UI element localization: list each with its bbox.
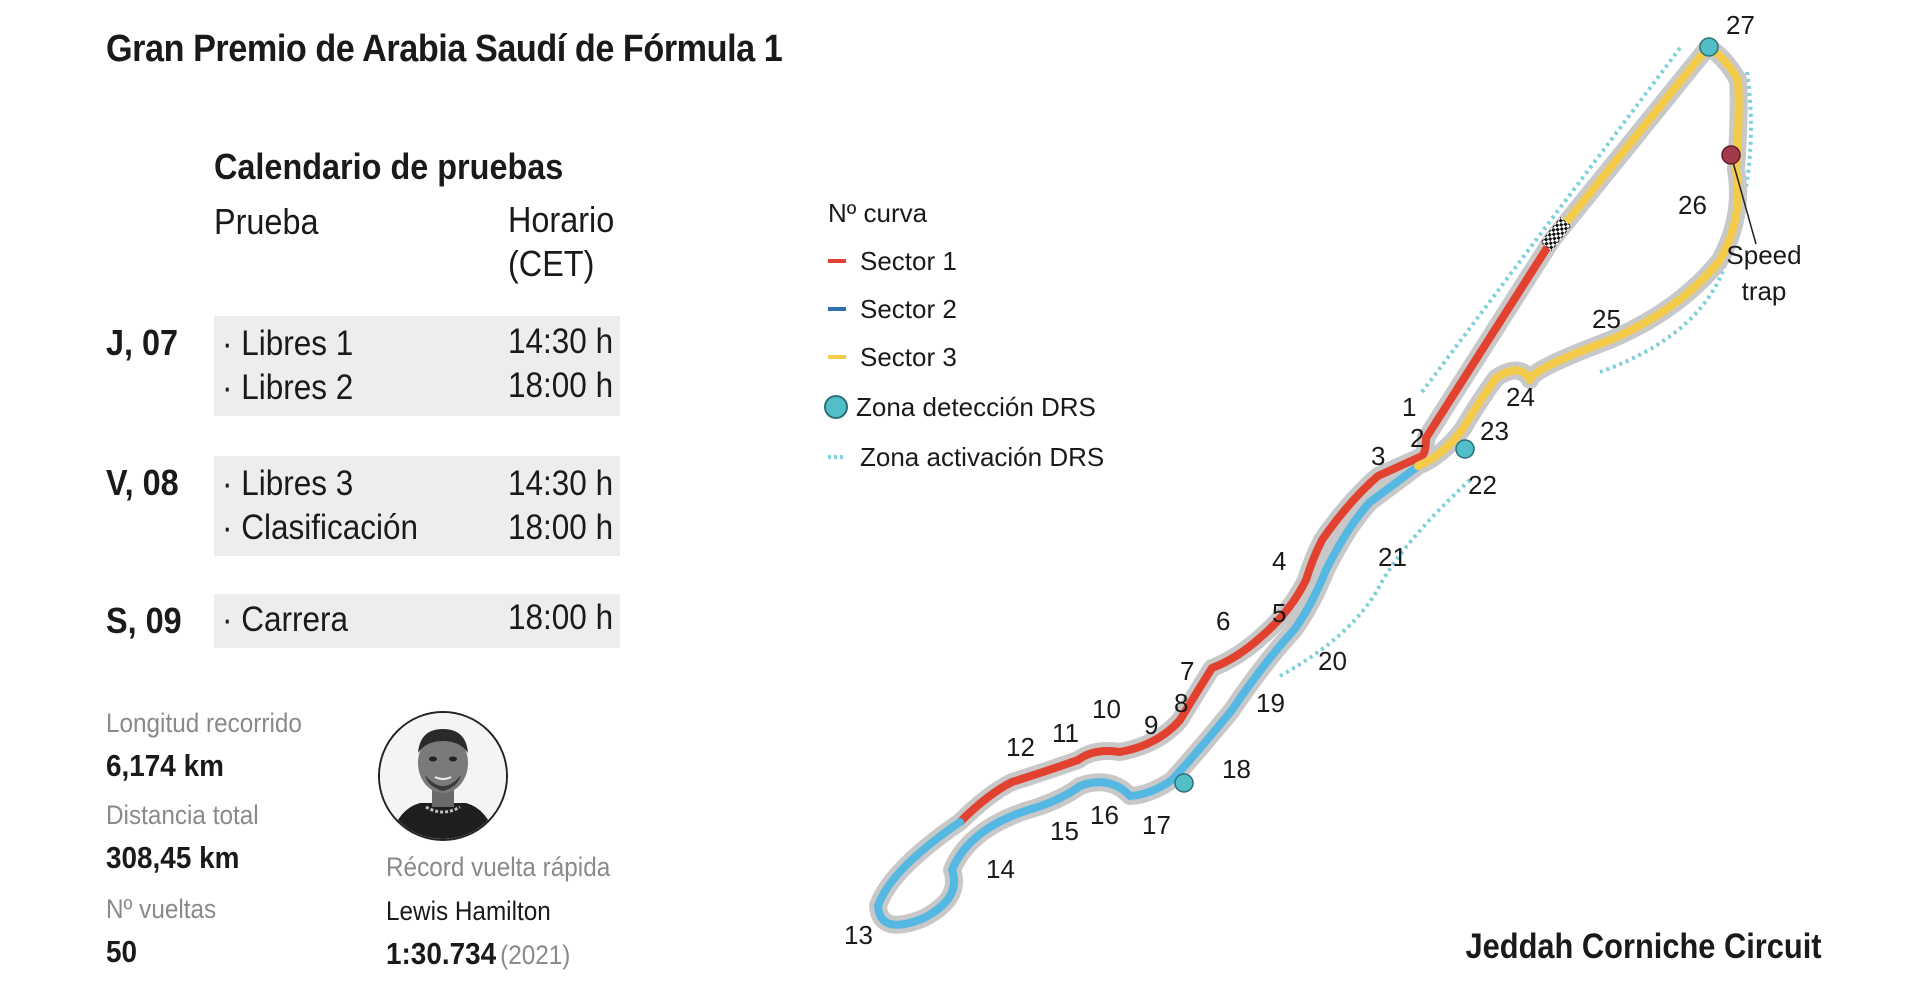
schedule-event-time: 18:00 h bbox=[508, 366, 614, 405]
legend-sector1: Sector 1 bbox=[828, 246, 957, 276]
schedule-day-label: S, 09 bbox=[106, 600, 182, 641]
corner-number: 18 bbox=[1222, 754, 1251, 784]
speed-trap-label-line2: trap bbox=[1742, 276, 1787, 306]
drs-activation-swatch bbox=[828, 455, 846, 459]
sector2-swatch bbox=[828, 307, 846, 311]
drs-detection-dot-icon bbox=[824, 395, 848, 419]
legend-sector2-label: Sector 2 bbox=[860, 293, 957, 324]
record-driver: Lewis Hamilton bbox=[386, 896, 551, 926]
schedule-col-time-line2: (CET) bbox=[508, 243, 595, 284]
corner-number: 25 bbox=[1592, 304, 1621, 334]
track-sector1 bbox=[956, 236, 1556, 826]
drs-detection-dot-icon bbox=[1174, 773, 1194, 793]
page-title: Gran Premio de Arabia Saudí de Fórmula 1 bbox=[106, 28, 783, 70]
schedule-col-time: Horario (CET) bbox=[508, 198, 614, 286]
schedule-event-time: 14:30 h bbox=[508, 322, 614, 361]
schedule-event-name: · Libres 2 bbox=[222, 368, 354, 407]
drs-detection-dot-icon bbox=[1455, 439, 1475, 459]
schedule-col-time-line1: Horario bbox=[508, 199, 615, 240]
schedule-heading: Calendario de pruebas bbox=[214, 146, 564, 187]
corner-number: 27 bbox=[1726, 10, 1755, 40]
schedule-event-time: 18:00 h bbox=[508, 508, 614, 547]
drs-activation-zone-3 bbox=[1279, 478, 1472, 678]
corner-number: 13 bbox=[844, 920, 873, 950]
record-label: Récord vuelta rápida bbox=[386, 852, 611, 882]
length-value: 6,174 km bbox=[106, 748, 224, 783]
corner-number: 23 bbox=[1480, 416, 1509, 446]
corner-number: 7 bbox=[1180, 656, 1194, 686]
sector1-swatch bbox=[828, 259, 846, 263]
schedule-day-block bbox=[214, 316, 620, 416]
corner-number: 5 bbox=[1272, 598, 1286, 628]
legend-sector1-label: Sector 1 bbox=[860, 245, 957, 276]
legend-sector3-label: Sector 3 bbox=[860, 341, 957, 372]
corner-number: 16 bbox=[1090, 800, 1119, 830]
corner-number: 15 bbox=[1050, 816, 1079, 846]
speed-trap-label-line1: Speed bbox=[1726, 240, 1801, 270]
corner-number: 8 bbox=[1174, 688, 1188, 718]
corner-number: 19 bbox=[1256, 688, 1285, 718]
corner-number: 10 bbox=[1092, 694, 1121, 724]
speed-trap-dot-icon bbox=[1721, 145, 1741, 165]
corner-number: 3 bbox=[1371, 441, 1385, 471]
schedule-day-block bbox=[214, 456, 620, 556]
legend-drs-activation: Zona activación DRS bbox=[828, 442, 1104, 472]
legend-drs-detection: Zona detección DRS bbox=[824, 390, 1096, 424]
track-sector2 bbox=[874, 462, 1422, 929]
track-outline bbox=[869, 38, 1748, 934]
schedule-col-event: Prueba bbox=[214, 201, 319, 242]
drs-detection-dot-icon bbox=[1699, 37, 1719, 57]
distance-value: 308,45 km bbox=[106, 840, 240, 875]
record-time: 1:30.734 bbox=[386, 936, 497, 971]
schedule-event-name: · Libres 3 bbox=[222, 464, 354, 503]
schedule-day-label: J, 07 bbox=[106, 322, 179, 363]
corner-number: 6 bbox=[1216, 606, 1230, 636]
schedule-event-name: · Clasificación bbox=[222, 508, 419, 547]
corner-number: 24 bbox=[1506, 382, 1535, 412]
record-year: (2021) bbox=[500, 940, 571, 970]
record-time-row: 1:30.734 (2021) bbox=[386, 936, 570, 972]
schedule-event-time: 18:00 h bbox=[508, 598, 614, 637]
corner-number: 22 bbox=[1468, 470, 1497, 500]
circuit-name: Jeddah Corniche Circuit bbox=[1466, 927, 1822, 966]
schedule-day-block bbox=[214, 594, 620, 648]
legend-drs-detection-label: Zona detección DRS bbox=[856, 391, 1096, 422]
corner-number: 2 bbox=[1410, 423, 1424, 453]
legend-sector3: Sector 3 bbox=[828, 342, 957, 372]
legend-corner-label: Nº curva bbox=[828, 198, 928, 228]
distance-label: Distancia total bbox=[106, 800, 259, 830]
schedule-event-time: 14:30 h bbox=[508, 464, 614, 503]
corner-number: 26 bbox=[1678, 190, 1707, 220]
checkered-flag-icon bbox=[1540, 217, 1572, 251]
corner-number: 1 bbox=[1402, 392, 1416, 422]
corner-number: 17 bbox=[1142, 810, 1171, 840]
corner-number: 11 bbox=[1052, 718, 1079, 748]
legend-sector2: Sector 2 bbox=[828, 294, 957, 324]
schedule-event-name: · Carrera bbox=[222, 600, 349, 639]
laps-value: 50 bbox=[106, 934, 138, 969]
corner-number: 4 bbox=[1272, 546, 1286, 576]
drs-activation-zone-2 bbox=[1599, 71, 1753, 374]
drs-activation-zone-1 bbox=[1420, 46, 1682, 394]
corner-number: 14 bbox=[986, 854, 1015, 884]
legend-drs-activation-label: Zona activación DRS bbox=[860, 441, 1105, 472]
corner-number: 12 bbox=[1006, 732, 1035, 762]
length-label: Longitud recorrido bbox=[106, 708, 302, 738]
track-sector3 bbox=[1414, 43, 1743, 470]
corner-number: 9 bbox=[1144, 710, 1158, 740]
schedule-event-name: · Libres 1 bbox=[222, 324, 354, 363]
schedule-day-label: V, 08 bbox=[106, 462, 179, 503]
driver-portrait-icon bbox=[378, 711, 508, 841]
sector3-swatch bbox=[828, 355, 846, 359]
corner-number: 20 bbox=[1318, 646, 1347, 676]
laps-label: Nº vueltas bbox=[106, 894, 217, 924]
corner-number: 21 bbox=[1378, 542, 1407, 572]
speed-trap-pointer bbox=[1730, 154, 1757, 245]
